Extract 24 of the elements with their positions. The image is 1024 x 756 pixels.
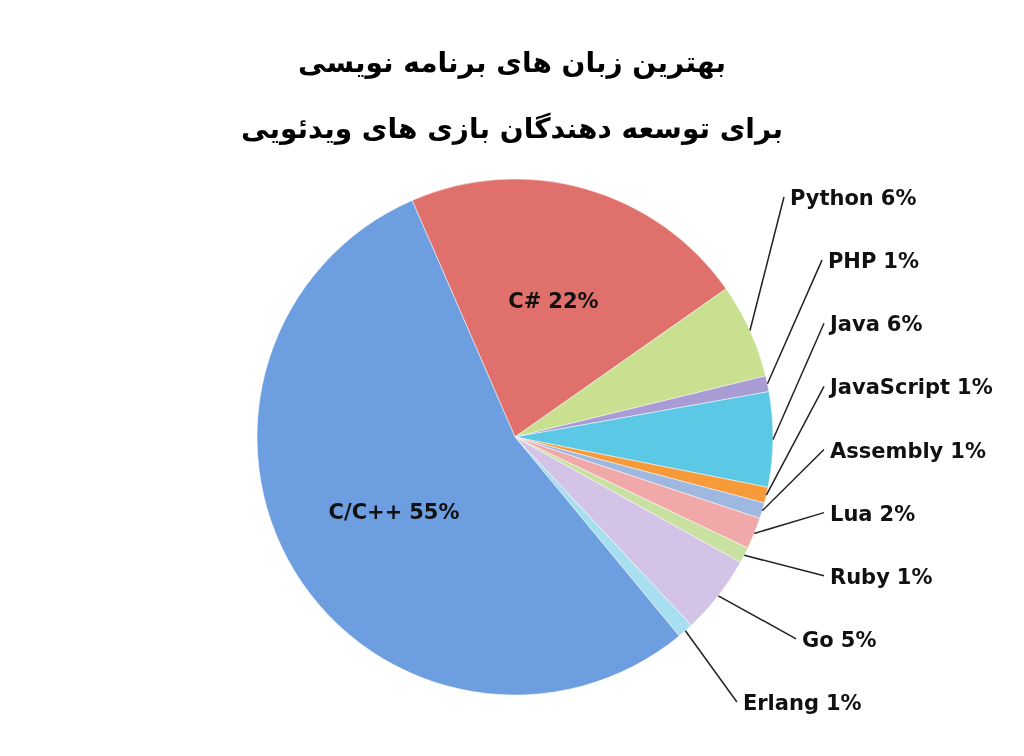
slice-label: JavaScript — [828, 375, 951, 400]
slice-label: Java — [828, 312, 880, 337]
data-label: 55% — [409, 500, 460, 525]
data-label: 6% — [886, 312, 923, 337]
slice-label: Erlang — [742, 691, 819, 715]
chart-subtitle: برای توسعه دهندگان بازی های ویدئویی — [241, 112, 783, 145]
data-label: 6% — [880, 186, 917, 210]
chart-title: بهترین زبان های برنامه نویسی — [298, 46, 726, 79]
slice-label: Lua — [830, 501, 873, 526]
slice-label: Python — [789, 186, 874, 210]
data-label: 1% — [896, 564, 933, 589]
data-label: 1% — [883, 249, 919, 274]
slice-label: C# — [508, 289, 542, 314]
data-label: 1% — [825, 691, 862, 715]
slice-label: Go — [802, 627, 834, 652]
data-label: 1% — [950, 438, 986, 463]
slice-label: Assembly — [830, 438, 944, 463]
slice-label: Ruby — [830, 564, 891, 589]
slice-label: PHP — [827, 249, 877, 274]
data-label: 22% — [548, 289, 599, 314]
slice-label: C/C++ — [328, 500, 403, 525]
data-label: 5% — [840, 627, 877, 652]
data-label: 1% — [957, 375, 993, 400]
data-label: 2% — [879, 501, 916, 526]
